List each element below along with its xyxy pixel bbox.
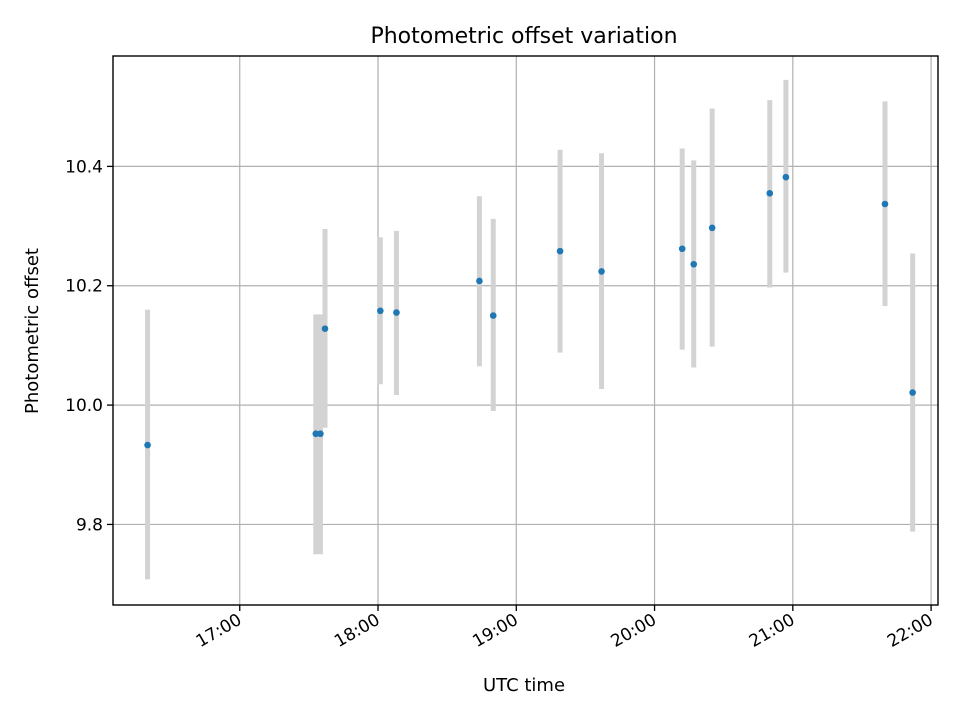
x-tick-label: 17:00 [193, 610, 245, 652]
data-point [393, 309, 400, 316]
chart-title: Photometric offset variation [370, 24, 677, 49]
data-point [909, 389, 916, 396]
data-point [881, 200, 889, 208]
data-point [476, 277, 483, 285]
data-point [708, 224, 716, 232]
data-point [782, 173, 790, 181]
grid [113, 56, 938, 605]
x-tick-label: 22:00 [884, 610, 936, 652]
data-point [690, 260, 698, 268]
error-bars [145, 79, 916, 580]
data-point [598, 268, 605, 275]
y-axis-ticks: 9.8 10.0 10.2 10.4 [65, 157, 113, 535]
y-tick-label: 9.8 [76, 515, 103, 535]
data-point [321, 325, 329, 333]
data-point [377, 307, 384, 315]
x-tick-label: 18:00 [331, 610, 383, 652]
x-tick-label: 21:00 [746, 610, 798, 652]
data-point [766, 189, 774, 197]
y-tick-label: 10.2 [65, 277, 103, 297]
y-axis-label: Photometric offset [22, 248, 43, 414]
x-tick-label: 20:00 [608, 610, 660, 652]
y-tick-label: 10.4 [65, 157, 103, 177]
data-point [144, 441, 151, 449]
x-axis-ticks: 17:00 18:00 19:00 20:00 21:00 22:00 [193, 605, 937, 652]
x-axis-label: UTC time [483, 675, 565, 696]
data-point [312, 430, 320, 438]
data-point [678, 245, 686, 253]
data-point [556, 247, 564, 255]
x-tick-label: 19:00 [469, 610, 521, 652]
data-point [489, 312, 497, 319]
y-tick-label: 10.0 [65, 396, 103, 416]
data-point [317, 430, 324, 438]
data-points [144, 173, 916, 449]
plot-frame [112, 55, 939, 606]
